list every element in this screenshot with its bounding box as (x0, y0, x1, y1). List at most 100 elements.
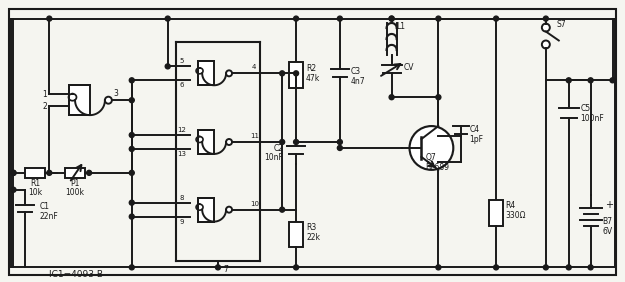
Text: 9: 9 (179, 219, 184, 224)
Circle shape (129, 170, 134, 175)
Circle shape (494, 16, 499, 21)
Circle shape (338, 140, 342, 144)
Bar (289, 62, 303, 88)
Text: C5: C5 (581, 104, 591, 113)
Circle shape (338, 16, 342, 21)
Text: 6V: 6V (602, 227, 612, 236)
Text: 11: 11 (250, 133, 259, 139)
Text: R1: R1 (30, 179, 41, 188)
Circle shape (494, 265, 499, 270)
Circle shape (129, 146, 134, 151)
Circle shape (226, 70, 232, 76)
Text: 4n7: 4n7 (351, 77, 366, 86)
Text: P1: P1 (71, 179, 80, 188)
Text: BF689: BF689 (426, 163, 449, 172)
Text: 2: 2 (42, 102, 47, 111)
Circle shape (129, 78, 134, 83)
Circle shape (543, 16, 548, 21)
Circle shape (542, 41, 550, 49)
Bar (198, 130, 214, 154)
Text: 22nF: 22nF (39, 212, 58, 221)
Circle shape (105, 97, 112, 104)
Circle shape (566, 78, 571, 83)
Circle shape (11, 187, 16, 192)
Text: 4: 4 (252, 64, 256, 70)
Circle shape (294, 265, 299, 270)
Text: 10: 10 (250, 201, 259, 207)
Text: 12: 12 (177, 127, 186, 133)
Text: IC1=4093 B: IC1=4093 B (49, 270, 103, 279)
Bar (489, 200, 503, 226)
Text: 22k: 22k (306, 233, 320, 242)
Bar (26, 168, 46, 178)
Text: R2: R2 (306, 64, 316, 73)
Circle shape (566, 265, 571, 270)
Circle shape (279, 207, 284, 212)
Circle shape (226, 207, 232, 213)
Circle shape (165, 16, 170, 21)
Circle shape (129, 133, 134, 138)
Bar (65, 168, 85, 178)
Circle shape (588, 265, 593, 270)
Text: 47k: 47k (306, 74, 320, 83)
Bar (289, 222, 303, 248)
Circle shape (542, 24, 550, 32)
Circle shape (129, 200, 134, 205)
Circle shape (129, 265, 134, 270)
Bar (69, 85, 90, 115)
Circle shape (47, 170, 52, 175)
Circle shape (226, 139, 232, 145)
Circle shape (436, 265, 441, 270)
Bar (198, 198, 214, 222)
Circle shape (294, 140, 299, 144)
Circle shape (11, 170, 16, 175)
Circle shape (11, 170, 16, 175)
Text: 100k: 100k (66, 188, 84, 197)
Text: C2: C2 (273, 144, 283, 153)
Text: 6: 6 (179, 82, 184, 88)
Circle shape (294, 16, 299, 21)
Text: 1pF: 1pF (469, 135, 483, 144)
Circle shape (543, 265, 548, 270)
Text: CV: CV (404, 63, 414, 72)
Text: R3: R3 (306, 223, 316, 232)
Text: 8: 8 (179, 195, 184, 201)
Circle shape (389, 16, 394, 21)
Text: S7: S7 (557, 20, 566, 29)
Text: 5: 5 (179, 58, 184, 64)
Bar (198, 61, 214, 85)
Circle shape (129, 98, 134, 103)
Text: 100nF: 100nF (581, 114, 604, 123)
Circle shape (87, 170, 92, 175)
Text: B7: B7 (602, 217, 612, 226)
Circle shape (389, 16, 394, 21)
Text: +: + (604, 200, 612, 210)
Circle shape (279, 71, 284, 76)
Text: 7: 7 (223, 265, 228, 274)
Text: R4: R4 (505, 201, 515, 210)
Text: C4: C4 (469, 125, 479, 134)
Text: 330Ω: 330Ω (505, 211, 526, 220)
Text: 3: 3 (113, 89, 118, 98)
Circle shape (338, 146, 342, 151)
Circle shape (436, 95, 441, 100)
Text: 13: 13 (177, 151, 186, 157)
Circle shape (129, 214, 134, 219)
Text: 10k: 10k (28, 188, 42, 197)
Text: L1: L1 (397, 22, 406, 31)
Circle shape (610, 78, 615, 83)
Circle shape (389, 95, 394, 100)
Circle shape (436, 16, 441, 21)
Circle shape (216, 265, 221, 270)
Circle shape (47, 16, 52, 21)
Text: Q7: Q7 (426, 153, 436, 162)
Circle shape (294, 71, 299, 76)
Circle shape (409, 126, 453, 170)
Circle shape (588, 78, 593, 83)
Text: C3: C3 (351, 67, 361, 76)
Text: 10nF: 10nF (264, 153, 283, 162)
Text: C1: C1 (39, 202, 49, 211)
Circle shape (279, 140, 284, 144)
Text: 1: 1 (42, 90, 47, 99)
Circle shape (165, 64, 170, 69)
